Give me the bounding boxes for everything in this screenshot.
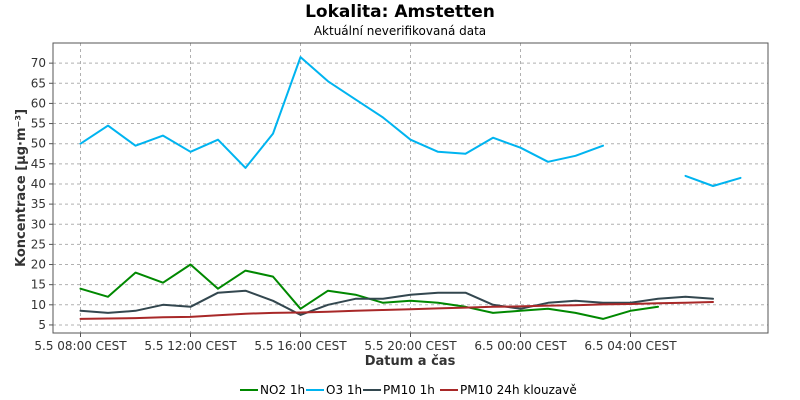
legend-label-no2-1h: NO2 1h <box>260 383 305 397</box>
x-tick-label: 5.5 08:00 CEST <box>34 339 127 353</box>
y-axis-ticks: 5 10 15 20 25 30 35 40 45 50 55 60 65 70 <box>31 56 53 332</box>
y-tick-label: 15 <box>31 278 46 292</box>
series-line-o3-1h <box>79 56 604 169</box>
x-tick-label: 5.5 20:00 CEST <box>364 339 457 353</box>
y-tick-label: 60 <box>31 96 46 110</box>
series-lines <box>79 56 742 320</box>
chart-subtitle: Aktuální neverifikovaná data <box>314 24 486 38</box>
legend-label-pm10-24h-klouzav: PM10 24h klouzavě <box>460 383 577 397</box>
y-tick-label: 10 <box>31 298 46 312</box>
y-tick-label: 50 <box>31 137 46 151</box>
y-tick-label: 35 <box>31 197 46 211</box>
y-tick-label: 70 <box>31 56 46 70</box>
y-tick-label: 30 <box>31 217 46 231</box>
legend-label-o3-1h: O3 1h <box>326 383 362 397</box>
series-line-pm10-1h <box>79 289 714 316</box>
y-axis-label: Koncentrace [µg·m⁻³] <box>14 109 29 267</box>
chart-title: Lokalita: Amstetten <box>305 2 495 22</box>
series-line-pm10-24h-klouzav <box>79 301 714 320</box>
grid-lines <box>53 43 768 333</box>
y-tick-label: 55 <box>31 117 46 131</box>
x-tick-label: 6.5 00:00 CEST <box>474 339 567 353</box>
x-tick-label: 5.5 16:00 CEST <box>254 339 347 353</box>
series-line-o3-1h <box>684 174 742 187</box>
y-tick-label: 45 <box>31 157 46 171</box>
x-tick-label: 5.5 12:00 CEST <box>144 339 237 353</box>
legend: NO2 1h O3 1h PM10 1h PM10 24h klouzavě <box>240 383 577 397</box>
x-axis-label: Datum a čas <box>365 354 456 369</box>
y-tick-label: 20 <box>31 258 46 272</box>
x-tick-label: 6.5 04:00 CEST <box>584 339 677 353</box>
y-tick-label: 25 <box>31 237 46 251</box>
x-axis-ticks: 5.5 08:00 CEST 5.5 12:00 CEST 5.5 16:00 CE… <box>34 333 677 353</box>
legend-label-pm10-1h: PM10 1h <box>383 383 435 397</box>
y-tick-label: 5 <box>38 318 46 332</box>
y-tick-label: 65 <box>31 76 46 90</box>
y-tick-label: 40 <box>31 177 46 191</box>
